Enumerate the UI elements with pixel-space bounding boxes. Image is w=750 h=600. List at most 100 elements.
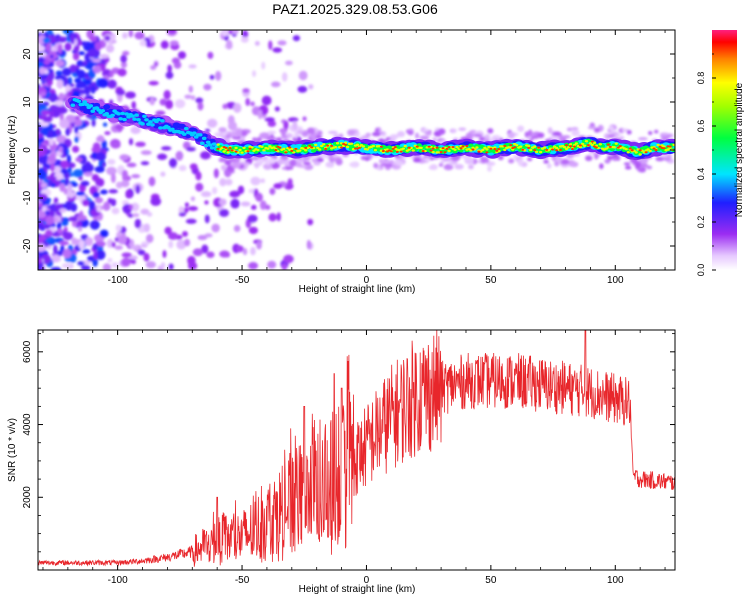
spectrogram-noise-blob bbox=[41, 206, 47, 212]
spectrogram-ridge-blob bbox=[568, 145, 572, 148]
spectrogram-noise-blob bbox=[349, 161, 359, 168]
spectrogram-noise-blob bbox=[240, 201, 251, 207]
spectrogram-noise-blob bbox=[311, 158, 319, 163]
spectrogram-noise-blob bbox=[543, 160, 549, 164]
spectrogram-ridge-blob bbox=[662, 145, 666, 148]
spectrogram-noise-blob bbox=[61, 219, 69, 227]
spectrogram-noise-blob bbox=[90, 85, 96, 94]
spectrogram-noise-blob bbox=[47, 30, 53, 36]
spectrogram-noise-blob bbox=[82, 60, 88, 66]
spectrogram-noise-blob bbox=[616, 155, 621, 161]
spectrogram-noise-blob bbox=[64, 177, 70, 187]
spectrogram-noise-blob bbox=[77, 69, 86, 79]
spectrogram-noise-blob bbox=[560, 158, 570, 165]
spectrogram-noise-blob bbox=[57, 228, 62, 234]
spectrogram-noise-blob bbox=[257, 109, 263, 120]
spectrogram-ridge-blob bbox=[166, 125, 171, 130]
spectrogram-noise-blob bbox=[508, 158, 515, 164]
spectrogram-noise-blob bbox=[141, 241, 150, 246]
spectrogram-noise-blob bbox=[45, 43, 51, 53]
spectrogram-noise-blob bbox=[38, 223, 44, 229]
spectrogram-noise-blob bbox=[304, 156, 311, 161]
spectrogram-noise-blob bbox=[53, 197, 59, 205]
spectrogram-noise-blob bbox=[154, 61, 159, 67]
spectrogram-noise-blob bbox=[125, 91, 136, 99]
spectrogram-noise-blob bbox=[256, 240, 262, 250]
spectrogram-noise-blob bbox=[49, 110, 55, 118]
spectrogram-ridge-blob bbox=[559, 148, 563, 151]
spectrogram-ridge-blob bbox=[205, 140, 211, 144]
spectrogram-noise-blob bbox=[38, 148, 45, 159]
spectrogram-ridge-blob bbox=[527, 146, 531, 149]
spectrogram-noise-blob bbox=[230, 198, 240, 209]
spectrogram-noise-blob bbox=[389, 134, 399, 140]
spectrogram-noise-blob bbox=[67, 167, 72, 174]
spectrogram-noise-blob bbox=[197, 102, 204, 111]
snr-y-tick-label: 2000 bbox=[22, 486, 33, 509]
spectrogram-ridge-blob bbox=[555, 149, 559, 152]
spectrogram-noise-blob bbox=[254, 41, 260, 46]
spectrogram-ridge-blob bbox=[132, 117, 137, 121]
spectrogram-noise-blob bbox=[140, 150, 152, 156]
spectrogram-ridge-blob bbox=[178, 123, 186, 129]
spectrogram-ridge-blob bbox=[481, 148, 485, 152]
spectrogram-noise-blob bbox=[378, 159, 387, 165]
spectrogram-noise-blob bbox=[222, 103, 228, 110]
spectrogram-ridge-blob bbox=[609, 147, 615, 152]
spectrogram-noise-blob bbox=[140, 208, 150, 215]
spectrogram-noise-blob bbox=[155, 110, 166, 116]
spectrogram-noise-blob bbox=[285, 60, 293, 66]
spectrogram-noise-blob bbox=[110, 199, 117, 207]
spectrogram-noise-blob bbox=[64, 200, 73, 211]
spectrogram-noise-blob bbox=[229, 190, 241, 198]
spectrogram-noise-blob bbox=[38, 156, 48, 165]
spectrogram-ridge-blob bbox=[475, 146, 479, 149]
spectrogram-noise-blob bbox=[437, 128, 446, 135]
spectrogram-noise-blob bbox=[307, 218, 314, 226]
spectrogram-noise-blob bbox=[195, 182, 204, 192]
spectrogram-noise-blob bbox=[39, 73, 48, 80]
spectrogram-noise-blob bbox=[119, 154, 130, 161]
spectrogram-noise-blob bbox=[306, 127, 315, 135]
spectrogram-noise-blob bbox=[483, 156, 489, 163]
spectrogram-noise-blob bbox=[167, 232, 178, 240]
spectrogram-noise-blob bbox=[265, 204, 271, 210]
spectrogram-noise-blob bbox=[396, 131, 406, 138]
spectrogram-noise-blob bbox=[277, 158, 285, 165]
spectrogram-noise-blob bbox=[76, 80, 87, 89]
spectrogram-noise-blob bbox=[102, 122, 108, 127]
spectrogram-noise-blob bbox=[192, 248, 203, 257]
spectrogram-noise-blob bbox=[57, 44, 63, 55]
spectrogram-noise-blob bbox=[53, 244, 58, 255]
spectrogram-ridge-blob bbox=[594, 146, 598, 149]
spectrogram-noise-blob bbox=[149, 97, 155, 106]
spectrogram-noise-blob bbox=[526, 157, 533, 162]
spectrogram-ridge-blob bbox=[435, 146, 439, 149]
spectrogram-noise-blob bbox=[313, 162, 321, 166]
spectrogram-noise-blob bbox=[260, 178, 266, 184]
spectrogram-noise-blob bbox=[38, 133, 44, 139]
spectrogram-noise-blob bbox=[111, 241, 116, 248]
spectrogram-ridge-blob bbox=[308, 144, 312, 147]
spectrogram-noise-blob bbox=[70, 34, 75, 45]
spectrogram-ridge-blob bbox=[181, 132, 187, 136]
spectrogram-ridge-blob bbox=[445, 147, 449, 150]
spectrogram-noise-blob bbox=[561, 135, 571, 139]
spectrogram-ridge-blob bbox=[638, 149, 642, 152]
spectrogram-ridge-blob bbox=[148, 120, 153, 124]
spectrogram-noise-blob bbox=[38, 258, 43, 264]
spectrogram-noise-blob bbox=[67, 183, 73, 193]
spectrogram-ridge-blob bbox=[298, 149, 302, 152]
spectrogram-noise-blob bbox=[634, 161, 642, 168]
spectrogram-ridge-blob bbox=[429, 149, 433, 152]
spectrogram-noise-blob bbox=[465, 132, 474, 139]
spectrogram-noise-blob bbox=[160, 40, 169, 50]
spectrogram-noise-blob bbox=[201, 244, 209, 254]
spectrogram-ridge-blob bbox=[497, 148, 501, 151]
spectrogram-noise-blob bbox=[131, 101, 137, 110]
spectrogram-noise-blob bbox=[264, 158, 271, 165]
spectrogram-noise-blob bbox=[200, 191, 212, 198]
spectrogram-noise-blob bbox=[242, 248, 248, 256]
spectrogram-noise-blob bbox=[328, 156, 336, 162]
